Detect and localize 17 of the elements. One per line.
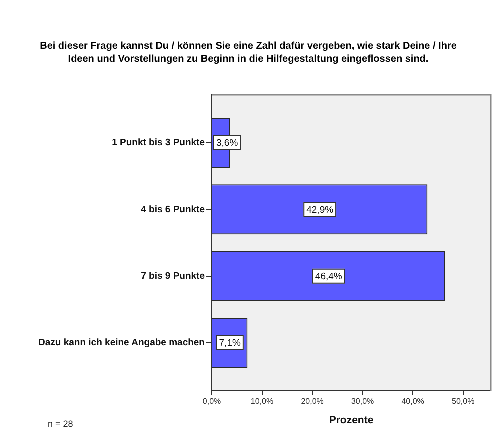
y-tick-label: Dazu kann ich keine Angabe machen (38, 338, 206, 349)
x-tick-label: 40,0% (402, 397, 424, 406)
y-tick-label: 7 bis 9 Punkte (141, 270, 205, 282)
data-label: 3,6% (216, 138, 239, 150)
x-tick-label: 20,0% (301, 397, 324, 406)
y-tick-label: 4 bis 6 Punkte (141, 204, 205, 216)
x-tick-label: 50,0% (452, 397, 475, 406)
text: n = 28 (48, 419, 74, 429)
chart-title: Bei dieser Frage kannst Du / können Sie eine Zahl dafür vergeben, wie stark Deine / Ihre Ideen und Vorstellungen zu Beginn in die Hilfegestaltung eingeflossen sind. (39, 40, 458, 66)
x-tick-label: 30,0% (351, 397, 374, 406)
data-label: 46,4% (315, 271, 343, 282)
y-tick-label: 1 Punkt bis 3 Punkte (112, 138, 205, 149)
x-axis-title: Prozente (329, 414, 374, 427)
x-tick-label: 10,0% (250, 397, 274, 406)
data-label: 42,9% (306, 204, 334, 216)
data-label: 7,1% (219, 338, 242, 350)
x-tick-label: 0,0% (202, 397, 222, 406)
